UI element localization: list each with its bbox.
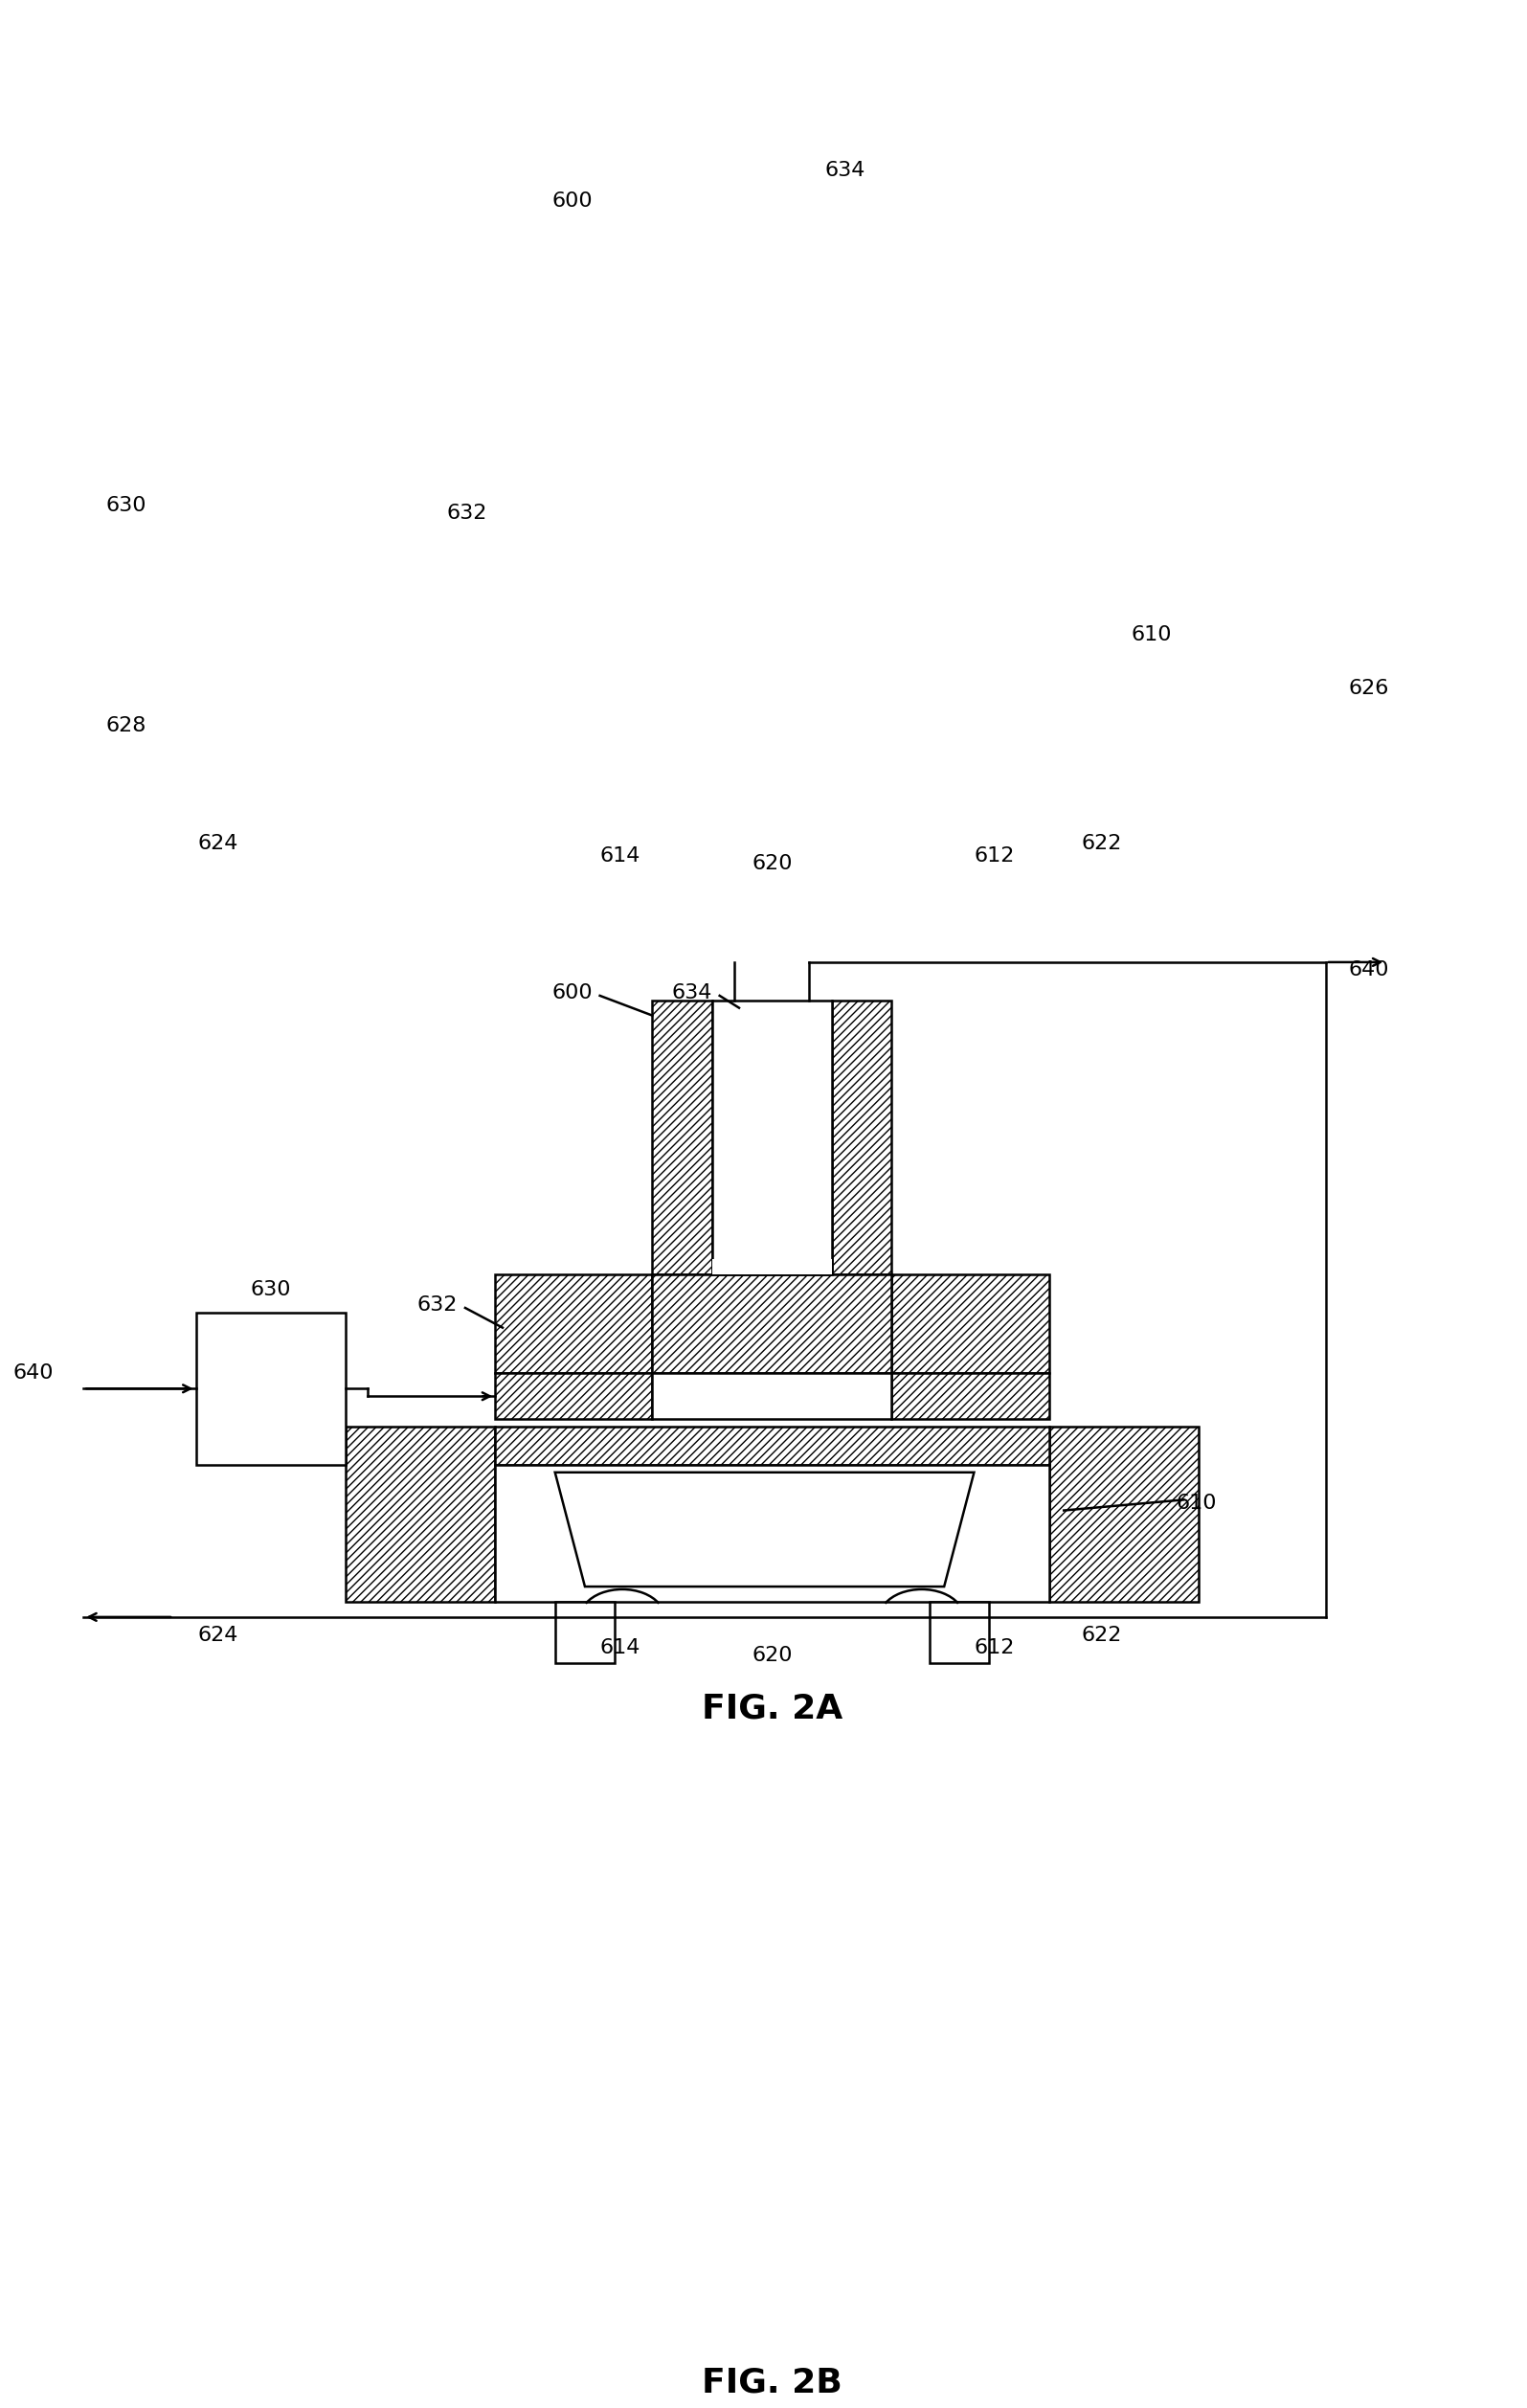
Bar <box>345 1426 495 1601</box>
Text: 640: 640 <box>1348 961 1390 980</box>
Bar <box>495 1373 652 1418</box>
Bar <box>892 482 1049 580</box>
Bar <box>928 1601 989 1662</box>
Bar <box>712 999 832 1274</box>
Text: 600: 600 <box>551 190 592 209</box>
Bar <box>652 482 892 580</box>
Text: 610: 610 <box>1176 1493 1217 1512</box>
Bar <box>495 672 1049 809</box>
Text: 622: 622 <box>1081 1625 1121 1645</box>
Text: 628: 628 <box>105 718 147 737</box>
Bar <box>892 1274 1049 1373</box>
Polygon shape <box>554 1471 974 1587</box>
Text: 630: 630 <box>105 496 147 515</box>
Text: 624: 624 <box>199 1625 238 1645</box>
Text: 610: 610 <box>1132 626 1171 645</box>
Text: 614: 614 <box>600 1637 640 1657</box>
Bar <box>195 520 345 672</box>
Bar <box>712 209 832 482</box>
Bar <box>495 1426 1049 1464</box>
Polygon shape <box>554 681 974 795</box>
Bar <box>495 1464 1049 1601</box>
Bar <box>554 809 615 872</box>
Bar <box>652 999 712 1274</box>
Bar <box>195 1312 345 1464</box>
Text: 620: 620 <box>751 1645 793 1664</box>
Text: 612: 612 <box>974 1637 1014 1657</box>
Bar <box>892 580 1049 626</box>
Text: 640: 640 <box>12 1363 53 1382</box>
Bar <box>928 809 989 872</box>
Bar <box>495 580 652 626</box>
Text: 624: 624 <box>199 833 238 852</box>
Text: 630: 630 <box>250 1281 292 1300</box>
Text: 632: 632 <box>447 503 487 523</box>
Bar <box>712 1259 832 1274</box>
Bar <box>495 636 1049 672</box>
Text: 622: 622 <box>1081 833 1121 852</box>
Text: 634: 634 <box>825 161 864 181</box>
Text: FIG. 2A: FIG. 2A <box>701 1693 843 1724</box>
Text: 600: 600 <box>551 982 592 1002</box>
Bar <box>652 209 712 482</box>
Bar <box>345 636 495 809</box>
Bar <box>652 1373 892 1418</box>
Bar <box>1049 636 1199 809</box>
Bar <box>554 1601 615 1662</box>
Bar <box>652 1274 892 1373</box>
Bar <box>892 1373 1049 1418</box>
Bar <box>495 482 652 580</box>
Text: 634: 634 <box>672 982 712 1002</box>
Text: 632: 632 <box>417 1296 458 1315</box>
Text: 614: 614 <box>600 845 640 864</box>
Bar <box>832 209 892 482</box>
Text: 620: 620 <box>751 852 793 872</box>
Bar <box>712 467 832 482</box>
Text: FIG. 2B: FIG. 2B <box>702 2367 843 2398</box>
Bar <box>495 1274 652 1373</box>
Bar <box>832 999 892 1274</box>
Bar <box>652 580 892 626</box>
Bar <box>1049 1426 1199 1601</box>
Text: 626: 626 <box>1348 679 1388 698</box>
Text: 612: 612 <box>974 845 1014 864</box>
